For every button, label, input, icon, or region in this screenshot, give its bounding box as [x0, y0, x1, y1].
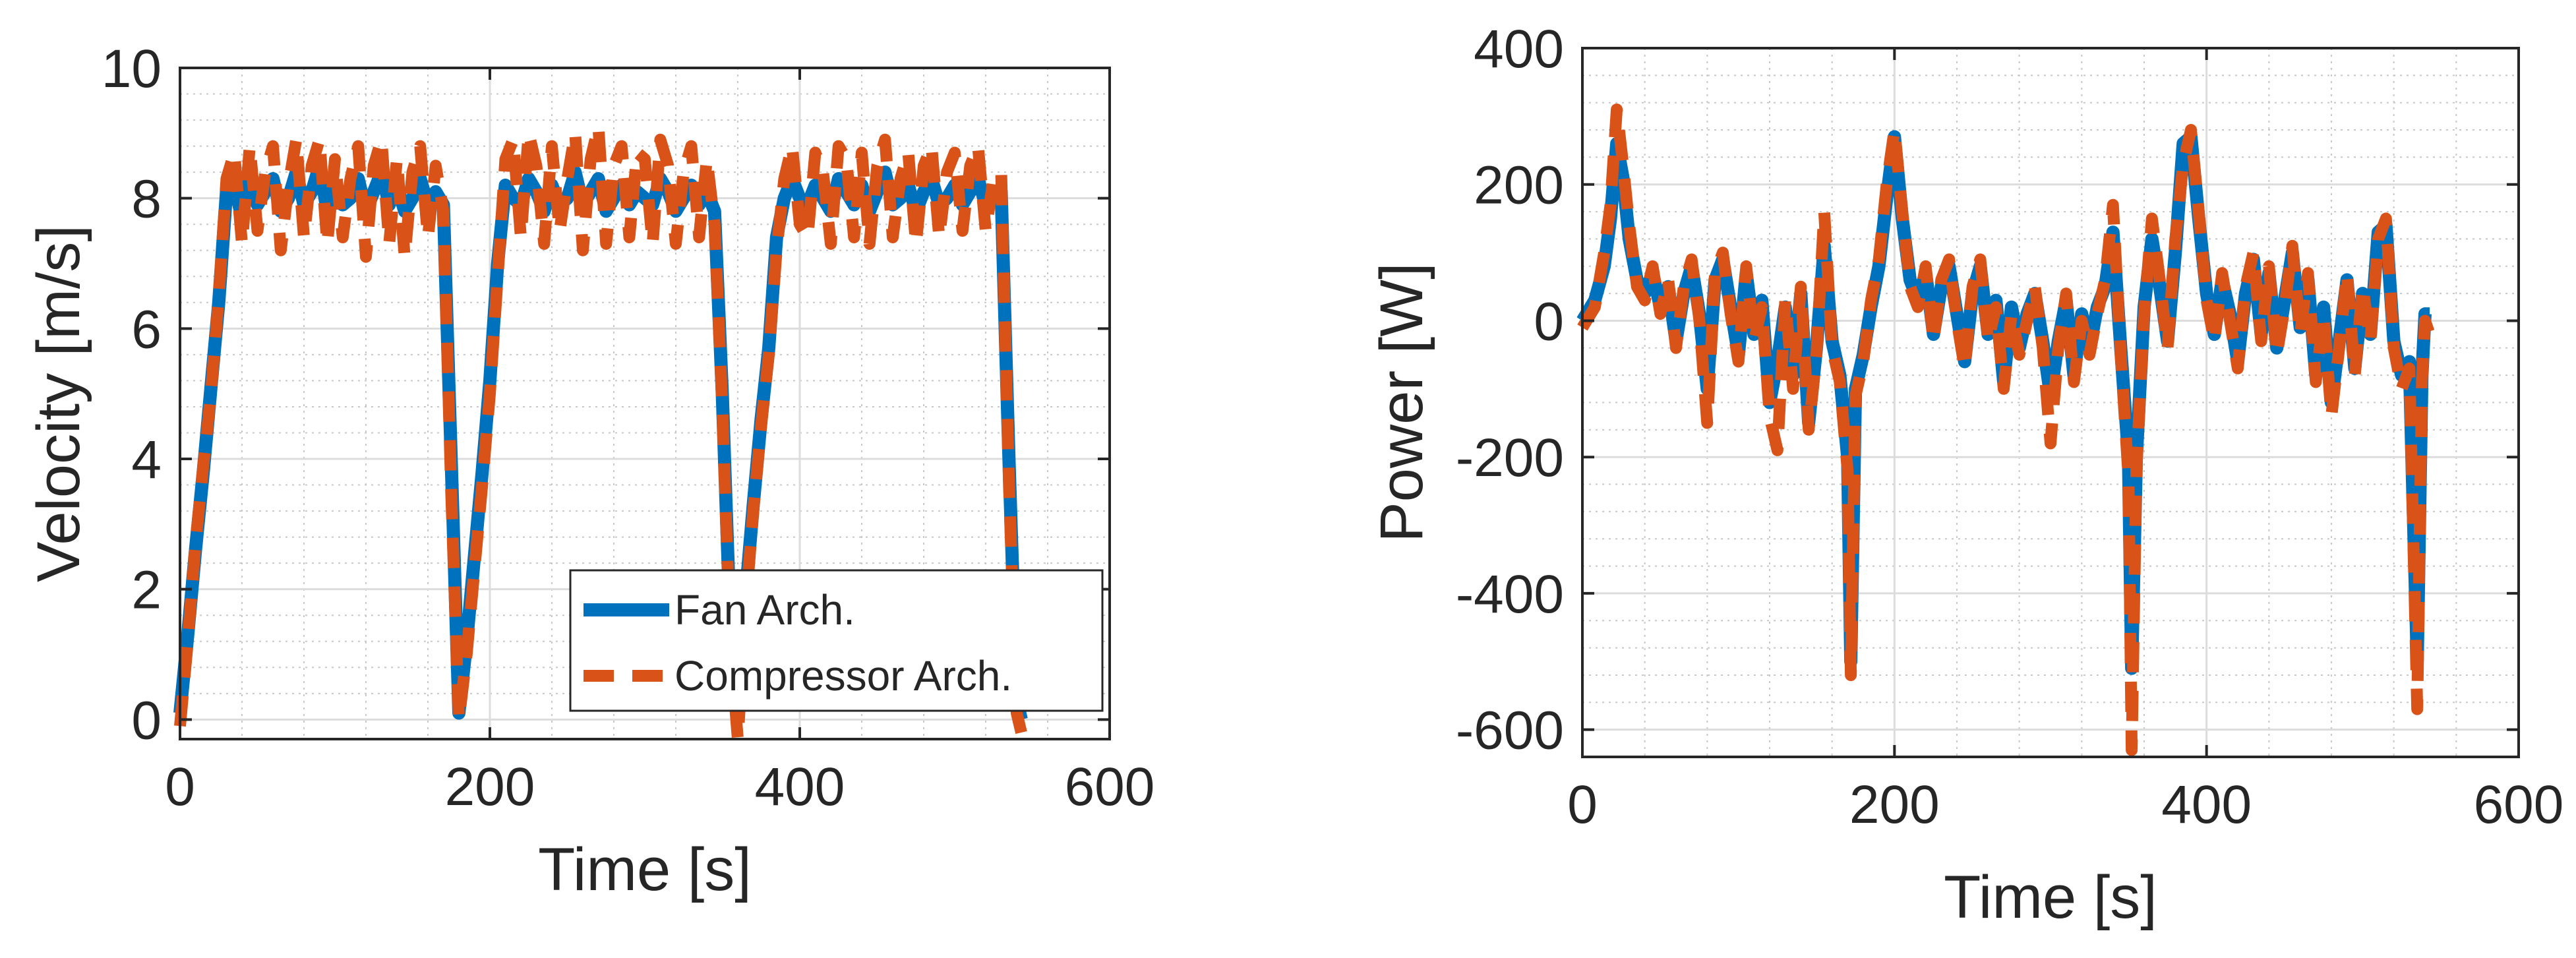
x-tick-label: 200: [1849, 775, 1940, 835]
y-tick-label: 0: [131, 690, 162, 750]
y-tick-label: 6: [131, 299, 162, 359]
y-tick-label: 8: [131, 169, 162, 229]
y-tick-label: 4: [131, 430, 162, 490]
y-tick-label: 10: [102, 39, 162, 99]
x-tick-label: 400: [2161, 775, 2252, 835]
x-tick-label: 0: [165, 757, 195, 817]
y-tick-label: -600: [1456, 701, 1564, 761]
x-axis-title: Time [s]: [538, 836, 752, 903]
series-line-compressor-arch: [174, 121, 1027, 745]
x-tick-label: 600: [2474, 775, 2564, 835]
y-tick-label: -200: [1456, 428, 1564, 488]
x-tick-label: 200: [445, 757, 535, 817]
y-tick-label: 0: [1534, 291, 1564, 351]
y-tick-label: 2: [131, 560, 162, 620]
x-axis-title: Time [s]: [1944, 864, 2157, 931]
axes-frame: [179, 67, 1111, 740]
axes-frame: [1581, 47, 2520, 758]
x-tick-label: 600: [1065, 757, 1155, 817]
legend-label-fan-arch: Fan Arch.: [674, 586, 855, 634]
y-tick-label: -400: [1456, 564, 1564, 624]
x-tick-label: 400: [755, 757, 845, 817]
y-tick-label: 400: [1474, 19, 1564, 79]
legend-box: [569, 569, 1104, 712]
y-axis-title: Power [W]: [1368, 262, 1435, 542]
legend-label-compressor-arch: Compressor Arch.: [674, 652, 1012, 700]
series-line-fan-arch: [1576, 130, 2432, 675]
y-axis-title: Velocity [m/s]: [25, 225, 92, 582]
velocity-chart: 0 200 400 600 0 2 4 6 8 10 Time [s] Velocity [m/s] F…: [25, 39, 1154, 903]
y-tick-label: 200: [1474, 156, 1564, 216]
x-tick-label: 0: [1567, 775, 1598, 835]
legend: Fan Arch. Compressor Arch.: [569, 569, 1104, 712]
